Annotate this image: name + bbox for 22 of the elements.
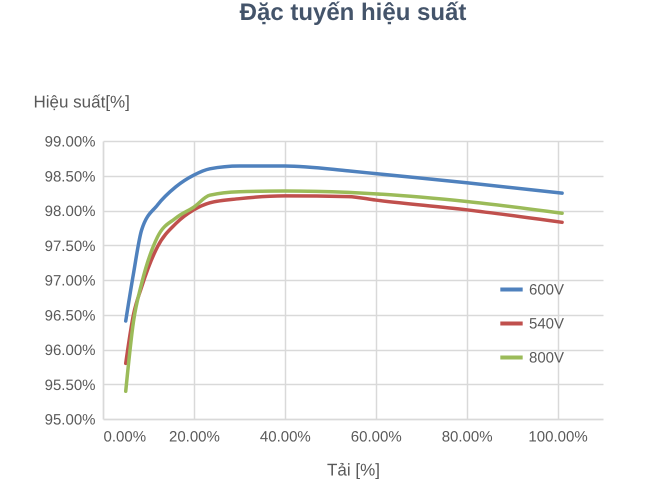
x-tick-label: 20.00% xyxy=(168,428,220,446)
y-tick-label: 95.00% xyxy=(44,412,96,428)
x-tick-label: 0.00% xyxy=(104,428,146,446)
legend-label: 600V xyxy=(529,282,564,298)
y-tick-label: 98.50% xyxy=(44,168,96,186)
y-tick-label: 97.50% xyxy=(44,238,96,255)
y-tick-label: 99.00% xyxy=(44,134,96,150)
line-series xyxy=(124,189,564,393)
x-tick-label: 100.00% xyxy=(528,428,588,446)
y-axis-title: Hiệu suất[%] xyxy=(34,92,130,112)
y-tick-label: 96.00% xyxy=(44,342,96,359)
y-tick-label: 97.00% xyxy=(44,272,96,290)
y-tick-label: 98.00% xyxy=(44,203,96,220)
y-tick-label: 95.50% xyxy=(44,376,96,394)
x-axis-title: Tải [%] xyxy=(327,460,380,480)
legend-label: 540V xyxy=(529,316,564,332)
x-tick-label: 60.00% xyxy=(350,428,402,446)
x-tick-label: 40.00% xyxy=(260,428,311,446)
chart-title: Đặc tuyến hiệu suất xyxy=(240,0,466,26)
legend-label: 800V xyxy=(529,350,564,366)
y-tick-label: 96.50% xyxy=(44,307,96,324)
x-tick-label: 80.00% xyxy=(442,428,493,446)
